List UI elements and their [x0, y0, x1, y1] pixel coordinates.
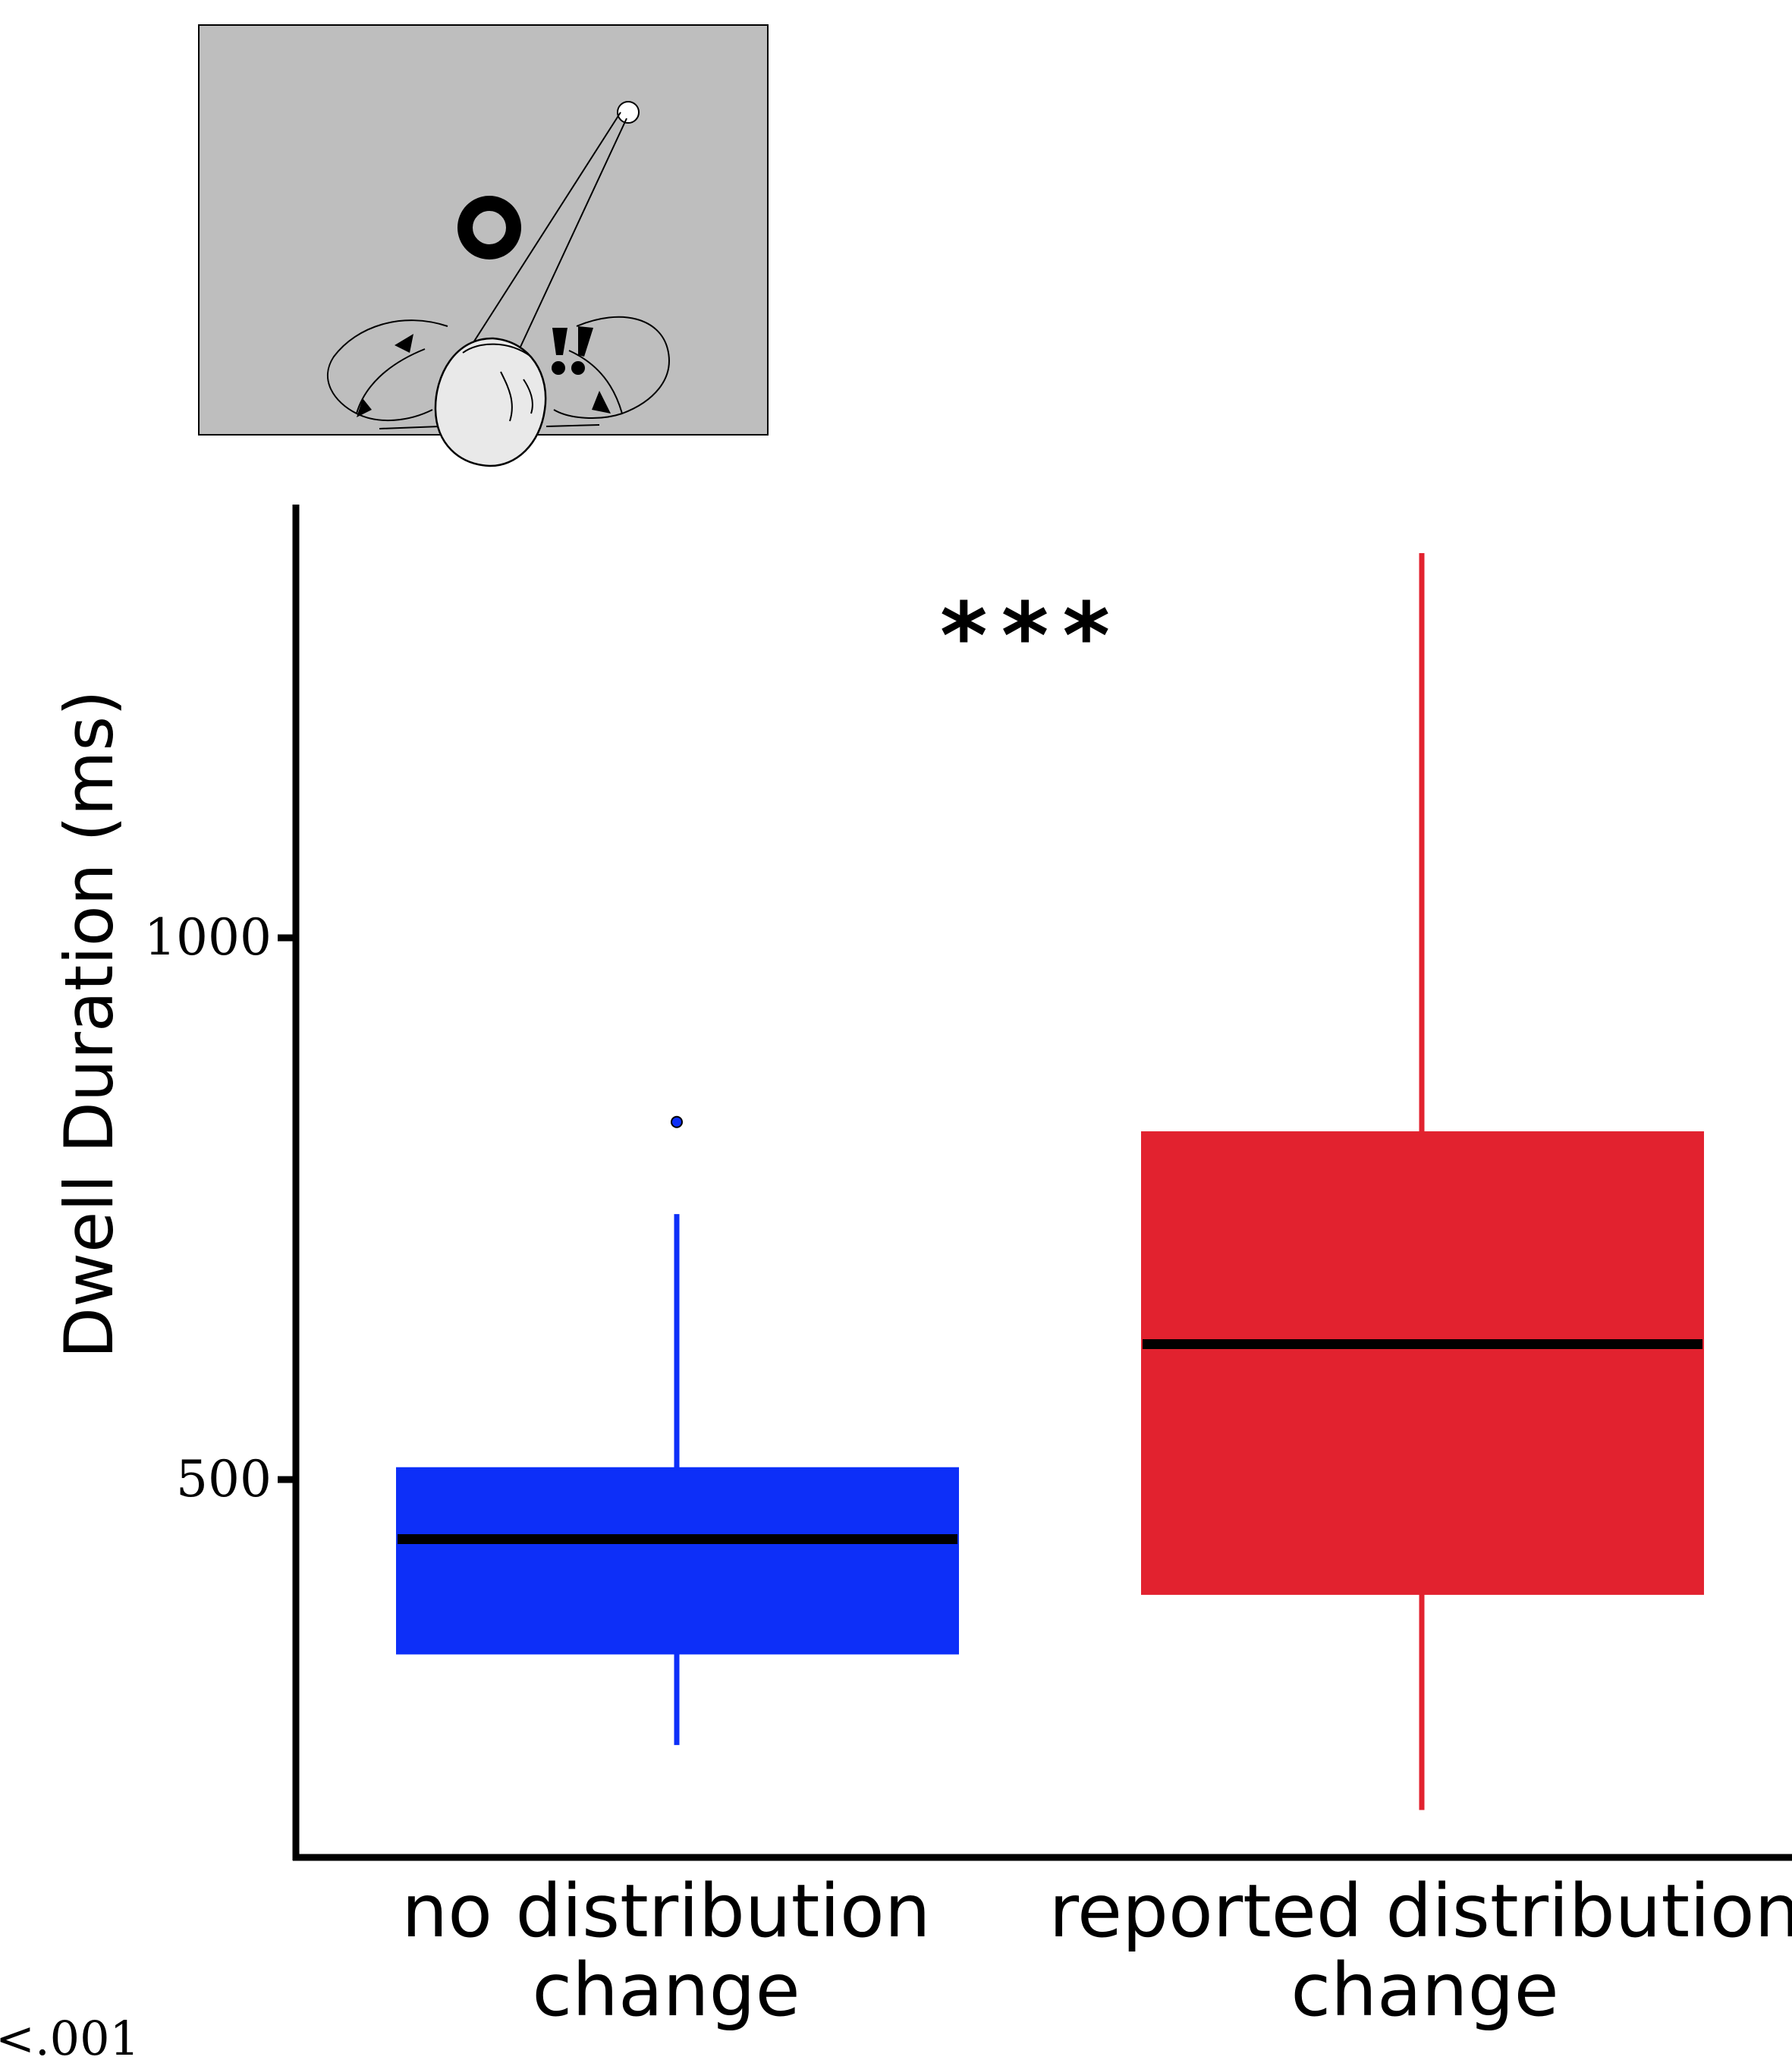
box-group: [1141, 553, 1704, 1810]
left-arm-mark: [357, 334, 413, 417]
gaze-line-left: [464, 112, 621, 357]
y-tick-label: 1000: [144, 908, 272, 967]
y-ticks-layer: 500 1000: [144, 908, 297, 1508]
x-category-label-line: change: [1291, 1948, 1558, 2033]
boxes-layer: [396, 553, 1704, 1810]
x-category-label-line: no distribution: [401, 1869, 930, 1954]
ring-target-icon: [457, 196, 521, 259]
x-category-label-line: change: [532, 1948, 800, 2033]
head-hair: [462, 343, 533, 422]
left-arm-inner: [356, 348, 426, 414]
box-group: [396, 1115, 959, 1745]
y-axis-title: Dwell Duration (ms): [50, 690, 128, 1358]
significance-label: ***: [940, 584, 1124, 690]
right-arm-mark: [592, 391, 611, 414]
axes-layer: [292, 505, 1792, 1861]
x-category-label-line: reported distribution: [1049, 1869, 1792, 1954]
outlier-point: [671, 1115, 683, 1128]
torso-line: [379, 424, 600, 429]
head-icon: [434, 337, 547, 467]
right-arm-icon: [553, 316, 670, 420]
y-tick-label: 500: [176, 1450, 272, 1508]
box-iqr: [396, 1467, 959, 1655]
footnote-text: <.001: [0, 2011, 140, 2060]
surprise-icon: [552, 326, 593, 375]
eye-gaze-scene-icon: [198, 24, 769, 467]
left-arm-icon: [326, 319, 448, 421]
right-arm-inner: [568, 350, 623, 414]
gaze-line-right: [515, 118, 627, 357]
gaze-target-icon: [617, 101, 640, 124]
box-iqr: [1141, 1131, 1704, 1595]
